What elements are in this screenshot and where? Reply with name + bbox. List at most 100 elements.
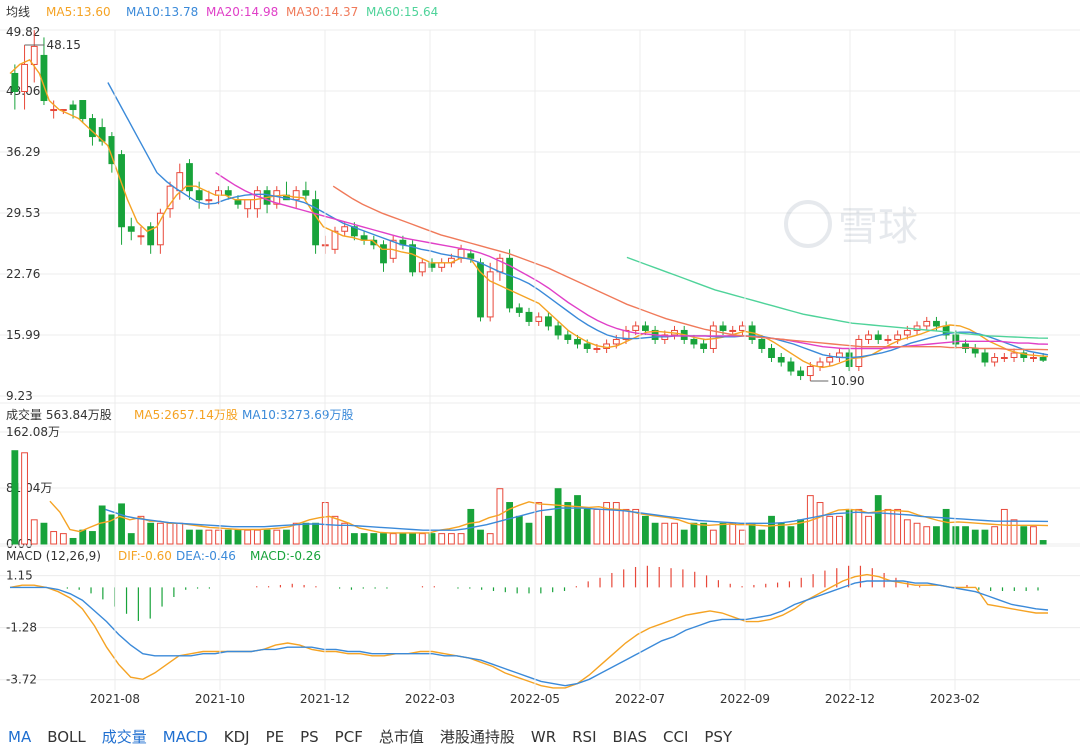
tab-13[interactable]: CCI <box>663 727 689 746</box>
y-tick-label: -3.72 <box>6 673 37 687</box>
candle-body <box>195 190 203 201</box>
volume-bar <box>447 533 455 545</box>
candle-body <box>903 329 911 336</box>
candle-body <box>186 163 193 192</box>
volume-bar <box>903 519 911 545</box>
volume-bar <box>380 533 387 545</box>
tab-7[interactable]: PCF <box>334 727 363 746</box>
candle-body <box>477 262 484 318</box>
candle-body <box>147 226 155 246</box>
tab-2[interactable]: 成交量 <box>101 728 147 746</box>
macd-legend-item: DIF:-0.60 <box>118 549 172 563</box>
volume-bar <box>913 522 921 545</box>
volume-bar <box>127 533 135 545</box>
volume-bar <box>506 502 514 545</box>
candle-body <box>612 338 620 345</box>
volume-bar <box>1039 540 1047 545</box>
candle-body <box>884 338 892 341</box>
candle-body <box>486 271 494 318</box>
candle-body <box>331 230 339 250</box>
candle-body <box>21 63 28 92</box>
y-tick-label: 9.23 <box>6 389 33 403</box>
volume-bar <box>855 508 863 545</box>
volume-bar <box>79 529 87 545</box>
candle-body <box>583 343 591 349</box>
x-tick-label: 2021-10 <box>195 692 245 706</box>
candle-body <box>137 235 145 238</box>
y-tick-label: 162.08万 <box>6 425 60 439</box>
tab-9[interactable]: 港股通持股 <box>439 728 515 746</box>
volume-bar <box>438 533 446 545</box>
x-tick-label: 2022-12 <box>825 692 875 706</box>
tab-14[interactable]: PSY <box>704 727 733 746</box>
candle-body <box>971 347 979 354</box>
tab-6[interactable]: PS <box>300 727 319 746</box>
candle-body <box>156 212 164 246</box>
candle-body <box>991 356 999 363</box>
candle-body <box>50 109 58 112</box>
y-tick-label: 1.15 <box>6 569 33 583</box>
tab-10[interactable]: WR <box>530 727 557 746</box>
volume-bar <box>30 519 38 545</box>
volume-bar <box>253 529 261 545</box>
volume-bar <box>234 529 242 545</box>
tab-4[interactable]: KDJ <box>223 727 250 746</box>
y-tick-label: 29.53 <box>6 206 40 220</box>
candle-body <box>554 325 562 336</box>
volume-bar <box>729 522 737 545</box>
tab-11[interactable]: RSI <box>572 727 597 746</box>
volume-bar <box>389 533 397 545</box>
ma30-line <box>332 185 1049 351</box>
candle-body <box>535 316 543 322</box>
tab-8[interactable]: 总市值 <box>378 728 424 746</box>
y-tick-label: 36.29 <box>6 145 40 159</box>
volume-bar <box>942 508 950 545</box>
volume-bar <box>593 508 601 545</box>
volume-bar <box>147 522 155 545</box>
volume-bar <box>739 529 746 545</box>
volume-bar <box>59 533 67 545</box>
legend-ma5: MA5:13.60 <box>46 5 111 19</box>
candle-body <box>166 185 174 210</box>
legend-ma30: MA30:14.37 <box>286 5 358 19</box>
tab-5[interactable]: PE <box>265 727 285 746</box>
vol-legend-item: 成交量 563.84万股 <box>6 407 112 422</box>
candle-body <box>515 307 523 313</box>
candle-body <box>632 325 640 331</box>
y-tick-label: 22.76 <box>6 267 40 281</box>
candle-body <box>787 361 795 372</box>
volume-bar <box>50 531 58 545</box>
tab-3[interactable]: MACD <box>162 727 208 746</box>
dea-line <box>10 580 1049 687</box>
volume-bar <box>399 533 407 545</box>
volume-bar <box>574 495 581 545</box>
legend-ma10: MA10:13.78 <box>126 5 198 19</box>
candle-body <box>962 343 969 349</box>
volume-bar <box>758 529 766 545</box>
candle-body <box>1039 356 1047 361</box>
tab-12[interactable]: BIAS <box>612 727 648 746</box>
volume-bar <box>496 488 504 545</box>
volume-bar <box>428 533 436 545</box>
ma10-line <box>107 82 1049 359</box>
candle-body <box>797 370 805 377</box>
volume-bar <box>477 529 484 545</box>
volume-bar <box>98 505 106 545</box>
tab-1[interactable]: BOLL <box>47 727 86 746</box>
volume-bar <box>690 522 698 545</box>
volume-bar <box>11 450 19 545</box>
low-annotation: 10.90 <box>830 374 864 388</box>
candle-body <box>380 244 387 264</box>
x-tick-label: 2022-09 <box>720 692 770 706</box>
watermark-logo-icon <box>784 200 832 248</box>
tab-0[interactable]: MA <box>8 727 32 746</box>
volume-bar <box>544 515 552 545</box>
ma5-line <box>9 59 1049 369</box>
candle-body <box>89 118 96 138</box>
volume-bar <box>515 515 523 545</box>
candle-body <box>1010 352 1018 358</box>
volume-bar <box>302 522 310 545</box>
watermark: 雪球 <box>784 200 918 250</box>
volume-bar <box>981 529 989 545</box>
candle-body <box>409 244 416 273</box>
